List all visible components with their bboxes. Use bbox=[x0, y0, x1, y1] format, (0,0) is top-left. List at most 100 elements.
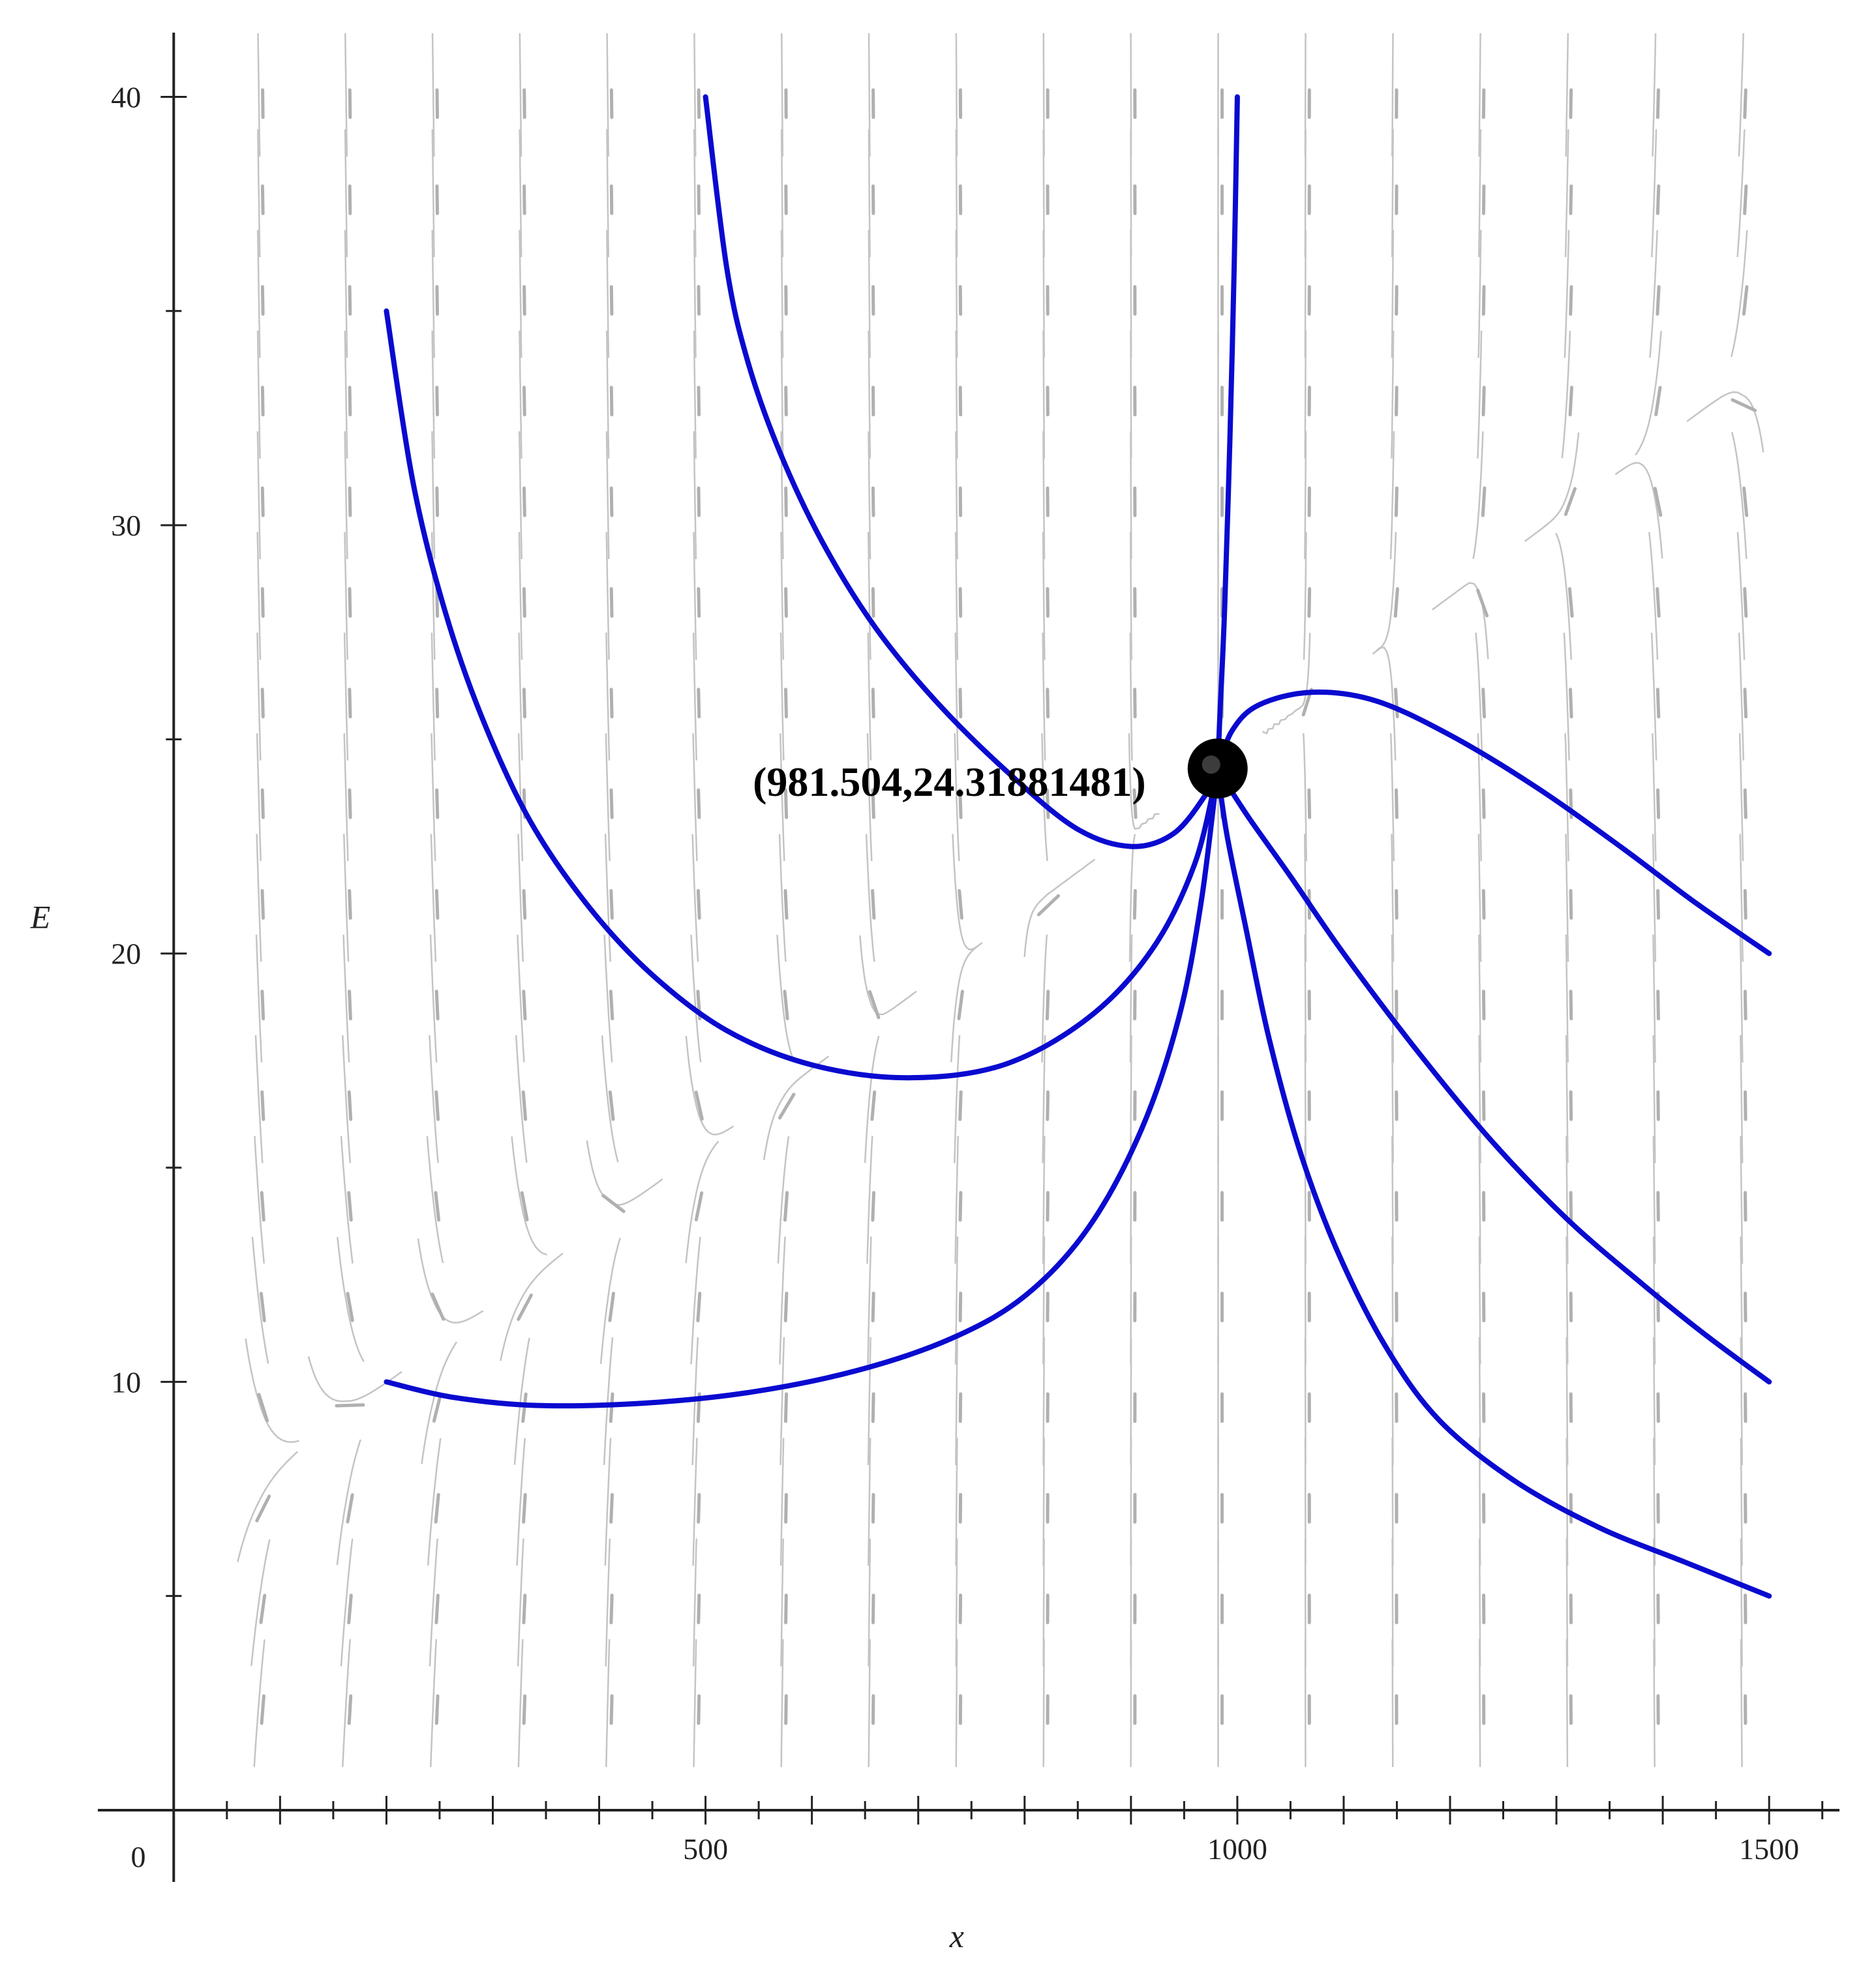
field-streamline bbox=[500, 1252, 564, 1361]
field-arrow-dash bbox=[871, 1190, 875, 1222]
field-arrow-dash bbox=[435, 587, 440, 618]
field-arrow-dash bbox=[348, 888, 352, 920]
field-arrow-dash bbox=[871, 1594, 875, 1624]
trajectory-curve bbox=[1215, 766, 1772, 1385]
field-streamline bbox=[1564, 230, 1570, 358]
field-arrow-dash bbox=[434, 1493, 440, 1524]
field-streamline bbox=[605, 431, 610, 560]
field-arrow-dash bbox=[609, 285, 614, 316]
field-streamline bbox=[1652, 1337, 1656, 1465]
y-axis-label: E bbox=[30, 898, 51, 935]
field-streamline bbox=[513, 1337, 530, 1465]
field-streamline bbox=[955, 330, 958, 459]
field-arrow-dash bbox=[1481, 88, 1486, 119]
field-arrow-dash bbox=[434, 1190, 441, 1222]
trajectories bbox=[384, 94, 1772, 1599]
field-streamline bbox=[1128, 733, 1160, 830]
field-streamline bbox=[1478, 33, 1481, 157]
field-streamline bbox=[1475, 632, 1483, 761]
field-arrow-dash bbox=[1743, 688, 1747, 719]
field-arrow-dash bbox=[1481, 1090, 1486, 1121]
field-arrow-dash bbox=[1307, 788, 1312, 819]
field-streamline bbox=[256, 230, 261, 358]
field-streamline bbox=[780, 1538, 784, 1667]
field-streamline bbox=[605, 1639, 611, 1767]
field-streamline bbox=[601, 1035, 619, 1162]
field-arrow-dash bbox=[255, 1494, 271, 1523]
trajectory-curve bbox=[384, 766, 1220, 1409]
field-streamline bbox=[780, 1639, 784, 1767]
field-streamline bbox=[693, 129, 697, 258]
field-streamline bbox=[1566, 1236, 1569, 1365]
field-streamline bbox=[685, 1140, 719, 1264]
field-streamline bbox=[868, 33, 871, 157]
field-streamline bbox=[515, 1035, 528, 1163]
field-streamline bbox=[605, 1538, 611, 1667]
field-arrow-dash bbox=[784, 688, 788, 719]
field-streamline bbox=[780, 33, 784, 157]
field-streamline bbox=[1042, 632, 1046, 761]
equilibrium-group: (981.504,24.31881481) bbox=[753, 738, 1248, 805]
field-streamline bbox=[868, 1438, 871, 1566]
field-streamline bbox=[691, 834, 699, 962]
field-streamline bbox=[779, 1337, 785, 1465]
field-arrow-dash bbox=[260, 486, 265, 517]
field-arrow-dash bbox=[1743, 587, 1748, 618]
field-streamline bbox=[430, 1639, 437, 1767]
field-streamline bbox=[778, 834, 787, 962]
field-streamline bbox=[1652, 1236, 1656, 1365]
y-tick-label: 20 bbox=[111, 937, 141, 971]
origin-label: 0 bbox=[131, 1840, 146, 1873]
field-arrow-dash bbox=[1481, 990, 1486, 1021]
field-streamline bbox=[431, 632, 436, 761]
x-tick-label: 500 bbox=[683, 1832, 728, 1866]
field-streamline bbox=[254, 1035, 264, 1163]
field-arrow-dash bbox=[434, 1694, 440, 1725]
field-arrow-dash bbox=[1045, 990, 1050, 1021]
field-streamline bbox=[256, 532, 262, 660]
field-arrow-dash bbox=[259, 1292, 266, 1322]
field-arrow-dash bbox=[783, 888, 789, 920]
field-arrow-dash bbox=[1132, 888, 1137, 920]
field-streamline bbox=[1561, 330, 1571, 459]
field-streamline bbox=[586, 1140, 663, 1206]
field-streamline bbox=[606, 129, 610, 258]
field-arrow-dash bbox=[260, 285, 265, 316]
field-arrow-dash bbox=[1656, 88, 1660, 119]
field-streamline bbox=[519, 33, 522, 157]
field-streamline bbox=[692, 632, 697, 761]
field-streamline bbox=[780, 230, 784, 358]
field-streamline bbox=[605, 632, 611, 761]
field-arrow-dash bbox=[260, 1090, 265, 1121]
field-streamline bbox=[1738, 632, 1745, 761]
field-streamline bbox=[1738, 33, 1744, 157]
field-arrow-dash bbox=[346, 1493, 354, 1524]
x-axis-label: x bbox=[949, 1918, 964, 1954]
field-arrow-dash bbox=[958, 1090, 963, 1121]
field-arrow-dash bbox=[522, 990, 527, 1021]
field-arrow-dash bbox=[609, 386, 614, 417]
field-streamline bbox=[604, 834, 612, 962]
field-streamline bbox=[867, 532, 871, 660]
field-arrow-dash bbox=[1656, 1190, 1660, 1222]
field-streamline bbox=[1565, 33, 1569, 157]
field-streamline bbox=[342, 834, 350, 962]
field-arrow-dash bbox=[431, 1292, 446, 1321]
field-streamline bbox=[954, 1136, 960, 1264]
field-arrow-dash bbox=[870, 1090, 877, 1121]
field-arrow-dash bbox=[958, 587, 963, 618]
field-arrow-dash bbox=[609, 1694, 614, 1725]
field-arrow-dash bbox=[783, 788, 789, 819]
field-streamline bbox=[1303, 532, 1307, 660]
field-streamline bbox=[1651, 129, 1657, 258]
field-streamline bbox=[950, 942, 983, 1063]
field-streamline bbox=[952, 834, 978, 951]
field-streamline bbox=[1042, 532, 1046, 660]
field-streamline bbox=[251, 1236, 269, 1364]
field-streamline bbox=[693, 330, 697, 459]
field-streamline bbox=[342, 1639, 351, 1767]
field-streamline bbox=[1391, 834, 1395, 962]
field-streamline bbox=[1648, 532, 1659, 660]
field-arrow-dash bbox=[435, 184, 439, 215]
field-arrow-dash bbox=[522, 888, 527, 920]
